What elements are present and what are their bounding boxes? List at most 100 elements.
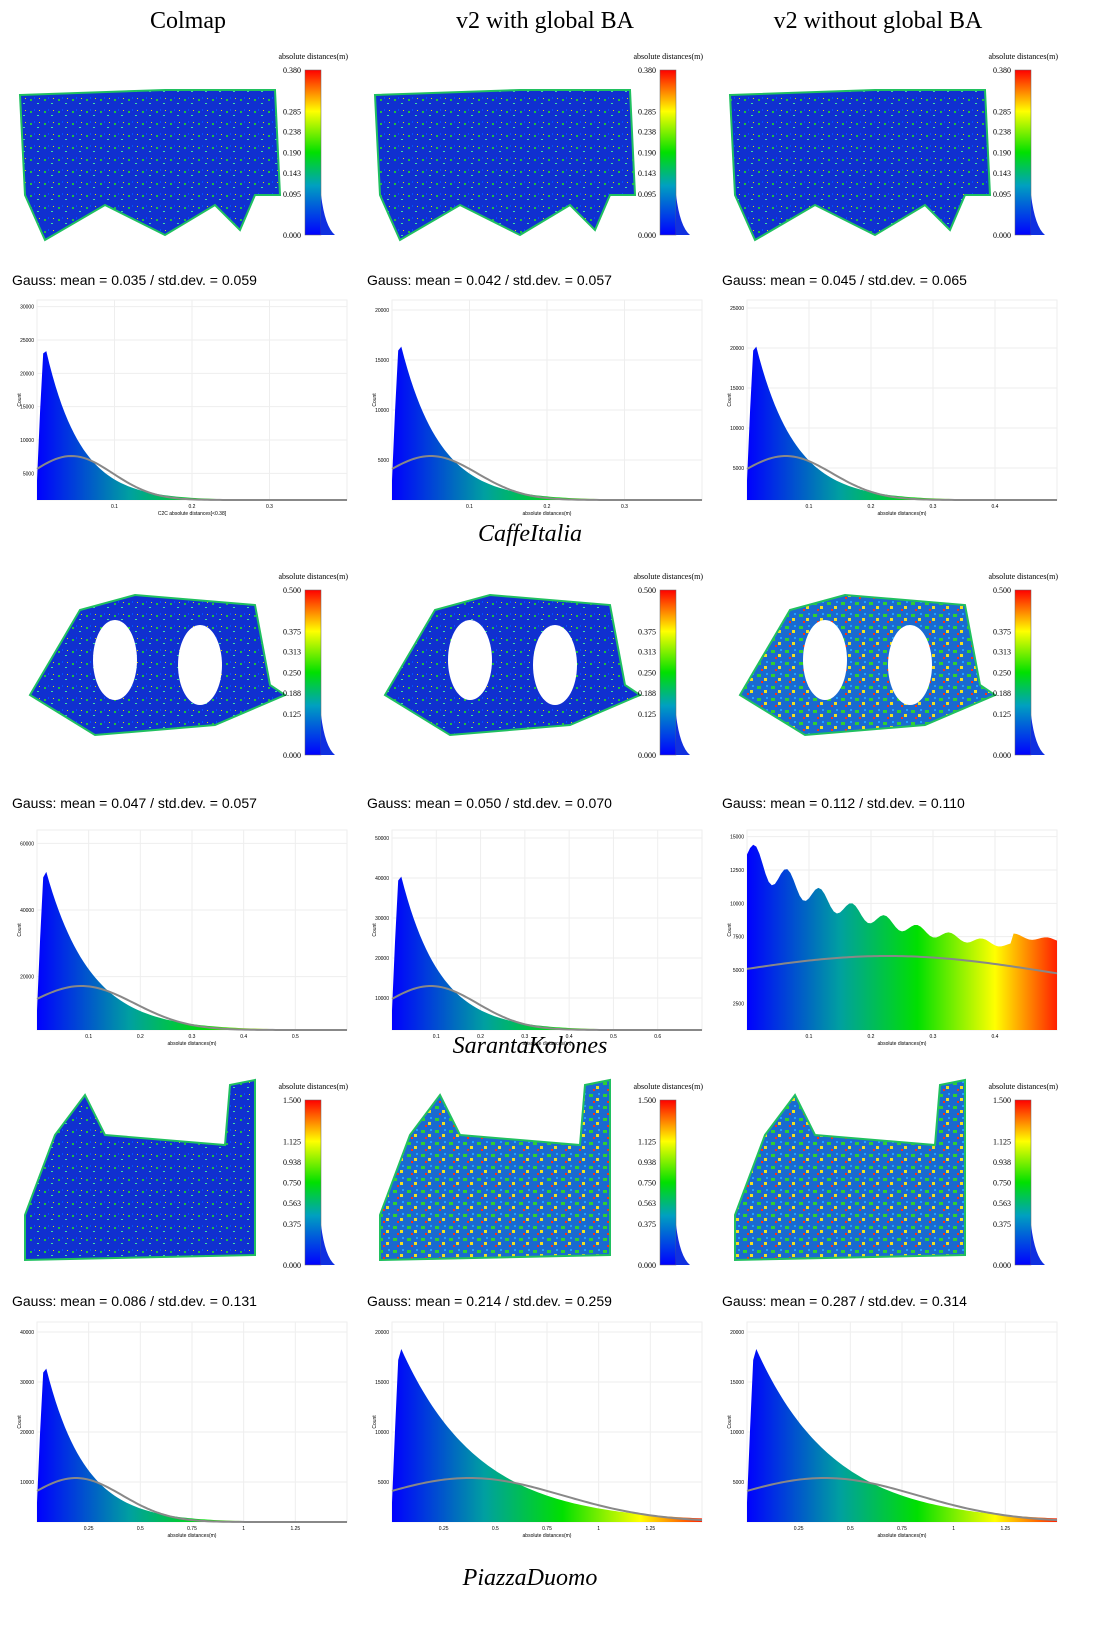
hist-y-tick-label: 10000 (375, 408, 389, 414)
colorbar-tick-label: 0.500 (993, 586, 1011, 595)
hist-y-tick-label: 20000 (20, 1430, 34, 1436)
hist-y-tick-label: 25000 (20, 338, 34, 344)
colorbar-title: absolute distances(m) (988, 572, 1058, 581)
colorbar-tick-label: 0.563 (993, 1199, 1011, 1208)
colorbar-tick-label: 0.285 (638, 107, 656, 116)
gauss-label: Gauss: mean = 0.042 / std.dev. = 0.057 (367, 272, 612, 288)
gauss-label: Gauss: mean = 0.287 / std.dev. = 0.314 (722, 1293, 967, 1309)
colorbar-title: absolute distances(m) (633, 1082, 703, 1091)
point-cloud (373, 89, 637, 242)
colorbar-tick-label: 0.375 (283, 627, 301, 636)
hist-y-tick-label: 30000 (375, 916, 389, 922)
colorbar-tick-label: 0.250 (638, 669, 656, 678)
histogram-shape (37, 871, 347, 1030)
hist-x-tick-label: 0.3 (189, 1034, 196, 1040)
scene-name: SarantaKolones (453, 1033, 608, 1059)
colorbar-tick-label: 1.500 (638, 1096, 656, 1105)
hist-y-label: Count (372, 923, 378, 937)
scene-name: CaffeItalia (478, 521, 582, 547)
colorbar-tick-label: 0.500 (283, 586, 301, 595)
hist-x-tick-label: 1.25 (645, 1526, 655, 1532)
hist-x-tick-label: 0.2 (189, 504, 196, 510)
colorbar-tick-label: 0.750 (638, 1179, 656, 1188)
colorbar-histogram (1031, 195, 1045, 235)
hist-x-tick-label: 0.75 (187, 1526, 197, 1532)
hist-y-tick-label: 50000 (375, 836, 389, 842)
hist-y-label: Count (17, 923, 23, 937)
hist-x-label: absolute distances(m) (523, 1041, 572, 1047)
hist-x-tick-label: 0.2 (868, 504, 875, 510)
hist-x-tick-label: 0.75 (542, 1526, 552, 1532)
hist-x-tick-label: 0.1 (433, 1034, 440, 1040)
colorbar (1014, 69, 1032, 236)
hist-x-tick-label: 0.3 (621, 504, 628, 510)
colorbar-tick-label: 0.000 (638, 231, 656, 240)
hist-x-tick-label: 0.1 (806, 1034, 813, 1040)
colorbar-tick-label: 0.313 (283, 648, 301, 657)
hist-x-label: absolute distances(m) (878, 1533, 927, 1539)
gauss-curve (746, 1476, 1058, 1522)
hist-y-tick-label: 5000 (378, 1480, 389, 1486)
colorbar-tick-label: 0.143 (993, 169, 1011, 178)
colorbar-tick-label: 0.188 (283, 689, 301, 698)
hist-y-tick-label: 15000 (730, 835, 744, 841)
arch-hole (178, 625, 222, 705)
colorbar-tick-label: 0.375 (993, 1220, 1011, 1229)
hist-y-tick-label: 5000 (733, 968, 744, 974)
point-cloud (28, 593, 288, 737)
hist-y-tick-label: 5000 (733, 466, 744, 472)
colorbar-tick-label: 0.375 (638, 627, 656, 636)
hist-x-tick-label: 0.4 (240, 1034, 247, 1040)
gauss-curve (391, 455, 702, 501)
hist-y-tick-label: 20000 (375, 308, 389, 314)
hist-x-tick-label: 0.25 (439, 1526, 449, 1532)
colorbar-tick-label: 0.238 (993, 128, 1011, 137)
colorbar (659, 589, 677, 756)
hist-x-label: absolute distances(m) (168, 1041, 217, 1047)
colorbar-tick-label: 0.000 (638, 751, 656, 760)
hist-x-tick-label: 0.25 (794, 1526, 804, 1532)
gauss-label: Gauss: mean = 0.214 / std.dev. = 0.259 (367, 1293, 612, 1309)
hist-y-tick-label: 40000 (375, 876, 389, 882)
colorbar-histogram (676, 715, 690, 755)
hist-y-tick-label: 10000 (20, 1480, 34, 1486)
point-cloud (383, 593, 643, 737)
colorbar-histogram (1031, 1225, 1045, 1265)
colorbar-title: absolute distances(m) (633, 572, 703, 581)
hist-x-tick-label: 0.3 (930, 504, 937, 510)
colorbar-tick-label: 0.563 (283, 1199, 301, 1208)
hist-y-tick-label: 25000 (730, 306, 744, 312)
colorbar (304, 1099, 322, 1266)
colorbar-tick-label: 0.380 (993, 66, 1011, 75)
colorbar-histogram (676, 195, 690, 235)
hist-y-tick-label: 20000 (375, 956, 389, 962)
colorbar-tick-label: 1.125 (283, 1137, 301, 1146)
hist-y-tick-label: 15000 (375, 1380, 389, 1386)
colorbar-tick-label: 0.938 (993, 1158, 1011, 1167)
hist-y-label: Count (727, 393, 733, 407)
hist-x-tick-label: 1.25 (290, 1526, 300, 1532)
scene-name: PiazzaDuomo (462, 1565, 598, 1591)
gauss-curve (391, 985, 702, 1031)
colorbar-tick-label: 0.285 (993, 107, 1011, 116)
hist-y-tick-label: 20000 (375, 1330, 389, 1336)
hist-x-label: C2C absolute distances[<0.38] (158, 511, 227, 517)
colorbar-tick-label: 0.563 (638, 1199, 656, 1208)
colorbar-tick-label: 0.380 (283, 66, 301, 75)
hist-y-label: Count (17, 1415, 23, 1429)
gauss-curve (746, 955, 1058, 975)
colorbar-tick-label: 0.375 (283, 1220, 301, 1229)
hist-x-tick-label: 1 (952, 1526, 955, 1532)
hist-x-tick-label: 0.3 (930, 1034, 937, 1040)
colorbar-tick-label: 0.000 (993, 231, 1011, 240)
gauss-label: Gauss: mean = 0.047 / std.dev. = 0.057 (12, 795, 257, 811)
hist-y-label: Count (727, 923, 733, 937)
histogram-shape (747, 844, 1057, 1030)
gauss-label: Gauss: mean = 0.112 / std.dev. = 0.110 (722, 795, 965, 811)
hist-x-label: absolute distances(m) (878, 511, 927, 517)
hist-y-tick-label: 5000 (733, 1480, 744, 1486)
hist-y-tick-label: 30000 (20, 1380, 34, 1386)
colorbar-title: absolute distances(m) (278, 1082, 348, 1091)
